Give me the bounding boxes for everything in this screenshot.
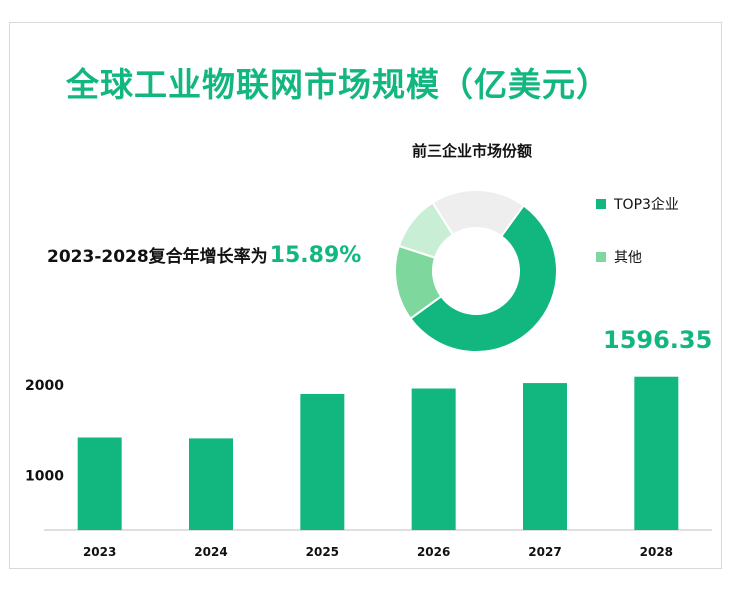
x-tick-label: 2025	[306, 545, 339, 559]
donut-chart	[394, 189, 558, 353]
legend-label-top3: TOP3企业	[614, 197, 679, 213]
cagr-label: 2023-2028复合年增长率为	[47, 247, 268, 267]
bar-2028	[634, 376, 679, 530]
bar-2025	[300, 393, 345, 530]
bar-2026	[411, 388, 456, 530]
legend-item-other: 其他	[596, 247, 642, 267]
chart-frame	[9, 22, 722, 569]
x-tick-label: 2023	[83, 545, 116, 559]
page-title: 全球工业物联网市场规模（亿美元）	[66, 65, 610, 104]
x-tick-label: 2026	[417, 545, 450, 559]
x-tick-label: 2024	[194, 545, 227, 559]
donut-slice-0	[409, 204, 558, 353]
cagr-text: 2023-2028复合年增长率为15.89%	[47, 242, 361, 268]
cagr-value: 15.89%	[269, 243, 362, 268]
donut-slice-3	[431, 189, 526, 238]
bar-2024	[189, 438, 233, 530]
y-tick-label: 1000	[25, 469, 64, 485]
x-tick-label: 2028	[640, 545, 673, 559]
legend-label-other: 其他	[614, 250, 642, 266]
x-tick-label: 2027	[528, 545, 561, 559]
pie-title: 前三企业市场份额	[412, 142, 533, 160]
bar-2023	[77, 437, 122, 530]
y-tick-label: 2000	[25, 378, 64, 394]
legend-swatch-top3	[596, 199, 606, 209]
bar-chart: 1000 2000 2023 2024 2025 2026 2027 2028	[25, 376, 712, 559]
bar-2027	[523, 383, 567, 530]
highlight-value: 1596.35	[603, 326, 713, 354]
legend-swatch-other	[596, 252, 606, 262]
legend-item-top3: TOP3企业	[596, 194, 679, 214]
